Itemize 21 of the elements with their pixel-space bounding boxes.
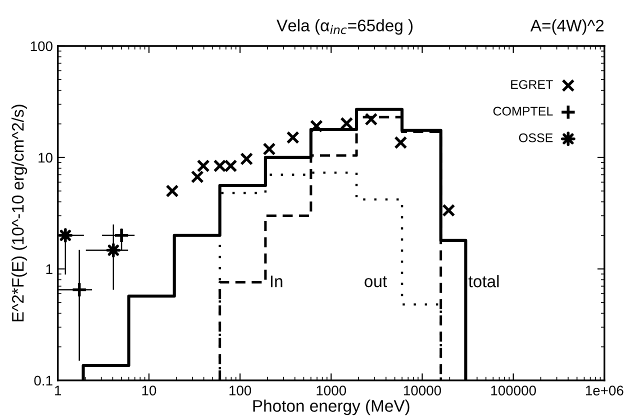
x-tick-label: 1 [55,386,62,396]
x-tick-label: 10 [142,386,156,396]
chart-title: Vela (α$_{inc}$=65deg ) [276,19,413,35]
y-tick-label: 10 [38,152,52,163]
x-tick-label: 10000 [404,386,442,396]
legend-label: OSSE [519,133,553,142]
x-tick-label: 1000 [316,386,346,396]
x-tick-label: 100 [230,386,252,396]
y-tick-label: 100 [30,41,52,52]
legend-label: EGRET [511,80,553,89]
annotation: In [270,276,282,288]
annotation: total [468,275,499,288]
text: A=(4W)^2 [530,19,604,35]
y-tick-label: 0.1 [34,376,52,386]
y-axis-title: E^2*F(E) (10^-10 erg/cm^2/s) [12,104,28,322]
x-tick-label: 100000 [491,386,536,396]
x-axis-title: Photon energy (MeV) [253,400,410,416]
legend-label: COMPTEL [493,106,553,116]
x-tick-label: 1e+06 [586,386,624,396]
annotation: out [364,276,387,288]
y-tick-label: 1 [46,264,52,274]
